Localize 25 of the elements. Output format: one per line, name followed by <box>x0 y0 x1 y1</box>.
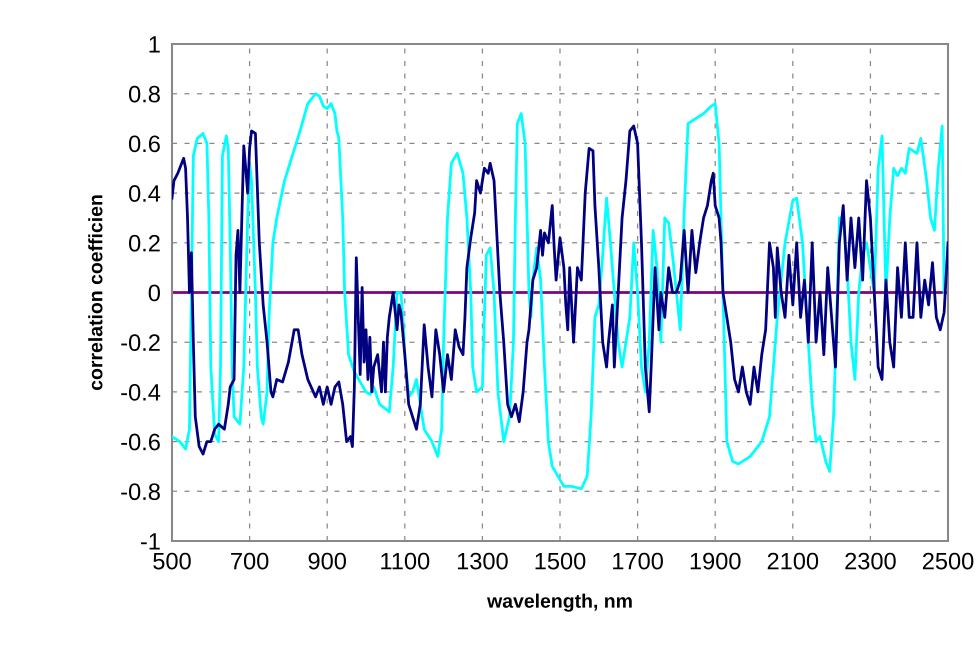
x-tick-label: 1700 <box>613 552 663 570</box>
x-tick-label: 2100 <box>768 552 818 570</box>
y-axis-title: correlation coefficien <box>88 195 102 390</box>
y-tick-label: 0.8 <box>128 86 160 102</box>
x-tick-label: 2500 <box>922 552 974 570</box>
y-tick-label: 0 <box>148 284 160 302</box>
line-series <box>172 124 948 456</box>
y-tick-label: -0.6 <box>121 434 160 450</box>
x-tick-label: 700 <box>231 552 268 570</box>
y-tick-label: 0.4 <box>128 185 160 202</box>
y-tick-label: -1 <box>140 533 160 550</box>
x-tick-label: 500 <box>153 552 191 570</box>
y-tick-label: -0.4 <box>121 384 160 401</box>
x-tick-label: 1300 <box>458 552 508 570</box>
y-tick-label: -0.8 <box>121 483 160 500</box>
x-axis-title: wavelength, nm <box>487 594 632 612</box>
y-tick-label: 0.6 <box>128 135 160 152</box>
x-tick-label: 1100 <box>381 552 430 570</box>
y-tick-label: 1 <box>150 36 160 53</box>
x-tick-label: 2300 <box>845 552 896 570</box>
y-tick-label: 0.2 <box>128 234 160 252</box>
x-tick-label: 900 <box>308 552 346 570</box>
x-tick-label: 1500 <box>536 552 586 570</box>
x-tick-label: 1900 <box>690 552 741 570</box>
y-tick-label: -0.2 <box>121 334 160 351</box>
